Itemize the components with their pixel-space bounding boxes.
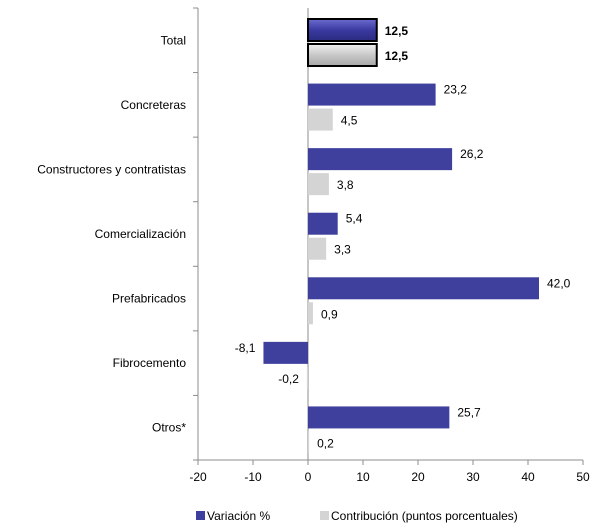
- contribucion-value-label: 3,8: [337, 178, 354, 192]
- variacion-bar: [308, 277, 539, 300]
- variacion-value-label: 23,2: [444, 83, 468, 97]
- variacion-bar: [308, 148, 453, 171]
- contribucion-value-label: 3,3: [334, 243, 351, 257]
- contribucion-bar: [308, 108, 333, 131]
- contribucion-value-label: 4,5: [341, 114, 358, 128]
- labels: Total Concreteras Constructores y contrati…: [37, 24, 570, 450]
- variacion-bar: [307, 18, 378, 42]
- contribucion-value-label: 0,9: [321, 307, 338, 321]
- contribucion-bar: [306, 366, 308, 389]
- variacion-value-label: 42,0: [547, 276, 571, 290]
- contribucion-value-label: -0,2: [278, 372, 299, 386]
- variacion-value-label: 5,4: [346, 212, 363, 226]
- x-tick-label: 30: [466, 470, 480, 484]
- variacion-bar: [308, 406, 450, 429]
- category-label: Concreteras: [121, 98, 186, 112]
- variacion-value-label: -8,1: [235, 341, 256, 355]
- legend-label-variacion: Variación %: [207, 509, 270, 523]
- x-tick-label: 10: [356, 470, 370, 484]
- x-tick-label: -10: [244, 470, 262, 484]
- category-label: Total: [161, 33, 186, 47]
- category-label: Constructores y contratistas: [37, 162, 186, 176]
- legend-label-contribucion: Contribución (puntos porcentuales): [331, 509, 518, 523]
- variacion-bar: [308, 212, 338, 235]
- category-label: Prefabricados: [112, 292, 186, 306]
- bars: [263, 18, 539, 454]
- x-tick-label: 40: [521, 470, 535, 484]
- contribucion-bar: [308, 173, 329, 196]
- category-label: Otros*: [152, 421, 186, 435]
- axes: -20 -10 0 10 20 30 40 50: [189, 7, 590, 484]
- variacion-value-label: 12,5: [385, 24, 409, 38]
- contribucion-bar: [308, 302, 313, 325]
- variacion-value-label: 25,7: [457, 405, 481, 419]
- contribucion-bar: [307, 43, 378, 67]
- contribucion-bar: [308, 431, 310, 454]
- legend-swatch-variacion: [196, 511, 205, 520]
- x-tick-label: -20: [189, 470, 207, 484]
- legend-swatch-contribucion: [320, 511, 329, 520]
- category-label: Comercialización: [95, 227, 186, 241]
- x-tick-label: 0: [305, 470, 312, 484]
- legend: Variación % Contribución (puntos porcentu…: [196, 509, 518, 523]
- x-tick-label: 50: [576, 470, 590, 484]
- contribucion-bar: [308, 237, 327, 260]
- variacion-value-label: 26,2: [460, 147, 484, 161]
- contribucion-value-label: 0,2: [317, 436, 334, 450]
- x-tick-label: 20: [411, 470, 425, 484]
- contribucion-value-label: 12,5: [385, 49, 409, 63]
- variacion-bar: [263, 341, 308, 364]
- category-label: Fibrocemento: [113, 356, 187, 370]
- variacion-bar: [308, 83, 436, 106]
